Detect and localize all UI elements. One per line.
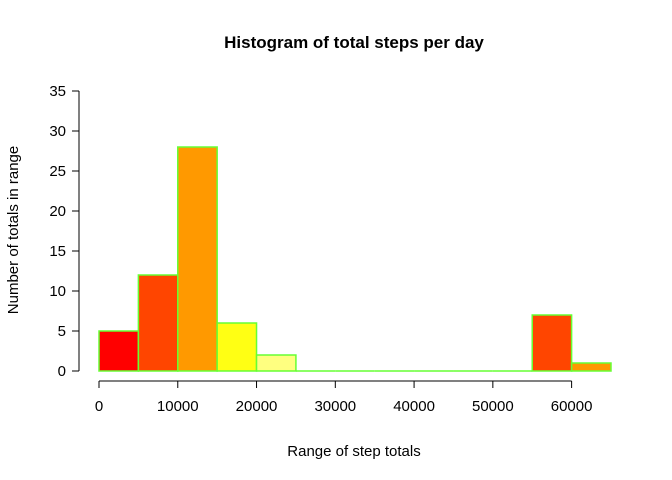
y-tick-label: 5 — [58, 323, 66, 340]
x-axis-label: Range of step totals — [287, 443, 420, 460]
histogram-bar — [177, 146, 218, 372]
histogram-bar — [98, 330, 140, 372]
y-tick-label: 10 — [49, 283, 66, 300]
histogram-bar — [216, 322, 258, 372]
histogram-bar — [137, 274, 179, 372]
y-tick-label: 30 — [49, 123, 66, 140]
x-tick-label: 0 — [95, 398, 103, 415]
y-axis: 0 5 10 15 20 25 30 35 — [49, 83, 80, 380]
x-axis: 0 10000 20000 30000 40000 50000 60000 — [95, 380, 593, 415]
y-tick-label: 20 — [49, 203, 66, 220]
y-axis-label: Number of totals in range — [5, 146, 22, 314]
histogram-bar — [531, 314, 573, 372]
x-tick-label: 30000 — [314, 398, 356, 415]
histogram-bar — [255, 354, 297, 372]
x-tick-label: 20000 — [236, 398, 278, 415]
x-tick-label: 60000 — [551, 398, 593, 415]
y-tick-label: 0 — [58, 363, 66, 380]
y-tick-label: 25 — [49, 163, 66, 180]
y-tick-label: 15 — [49, 243, 66, 260]
x-tick-label: 40000 — [393, 398, 435, 415]
bars-group — [98, 146, 612, 372]
x-tick-label: 10000 — [157, 398, 199, 415]
y-tick-label: 35 — [49, 83, 66, 100]
x-tick-label: 50000 — [472, 398, 514, 415]
chart-title: Histogram of total steps per day — [224, 33, 484, 52]
histogram-bar — [570, 362, 612, 372]
